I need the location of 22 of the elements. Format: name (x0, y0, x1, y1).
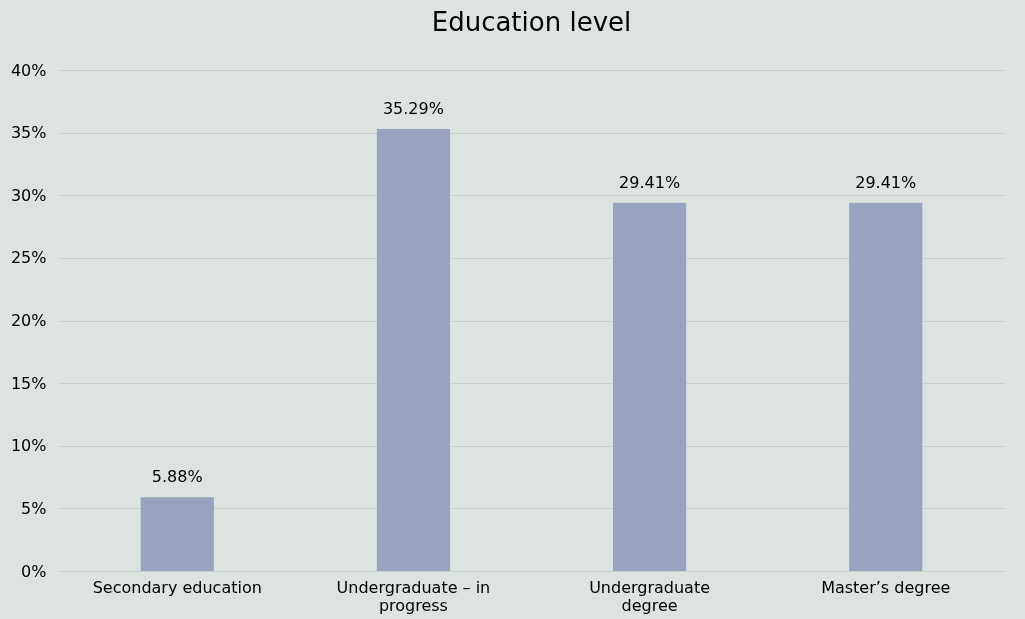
y-tick-label: 30% (10, 185, 47, 205)
data-label: 29.41% (855, 172, 917, 192)
data-label: 35.29% (382, 98, 444, 118)
y-tick-label: 40% (10, 60, 47, 80)
y-tick-label: 35% (10, 123, 47, 143)
chart-title: Education level (431, 7, 632, 37)
y-tick-label: 0% (21, 561, 47, 581)
x-tick-label: Master’s degree (821, 577, 951, 597)
bar (376, 128, 451, 571)
x-tick-label: Undergraduate degree (589, 577, 711, 615)
y-tick-label: 20% (10, 311, 47, 330)
y-tick-label: 25% (10, 248, 47, 268)
y-tick-label: 5% (21, 498, 47, 518)
y-tick-label: 15% (10, 373, 47, 393)
bar (612, 202, 687, 571)
data-label: 5.88% (151, 467, 203, 487)
bar (140, 497, 214, 571)
y-tick-label: 10% (10, 436, 47, 456)
data-label: 29.41% (619, 172, 681, 192)
bar (849, 202, 923, 571)
x-tick-label: Secondary education (92, 577, 262, 597)
x-tick-label: Undergraduate – in progress (336, 577, 491, 615)
